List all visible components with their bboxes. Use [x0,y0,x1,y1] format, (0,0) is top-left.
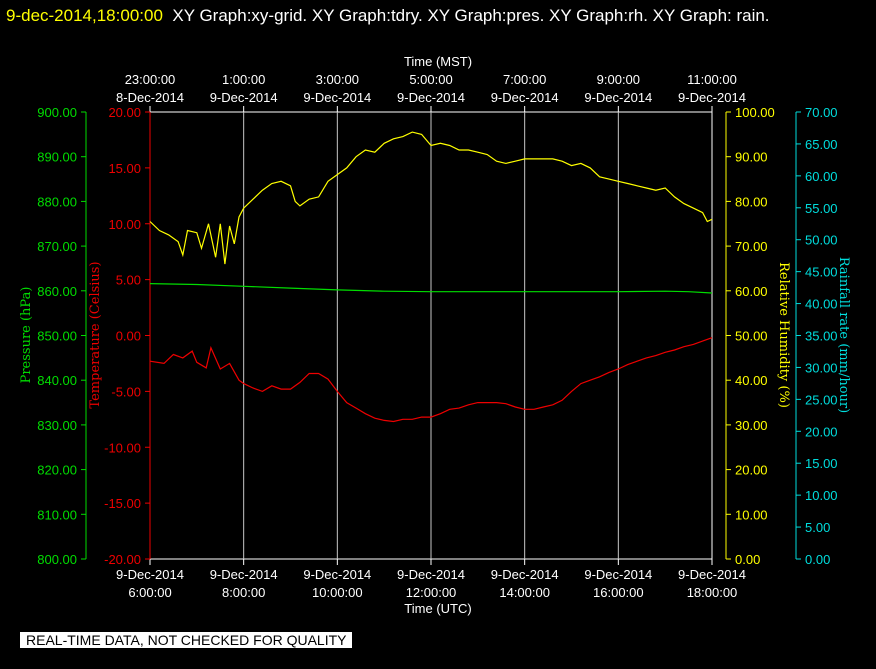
bottom-tick-date: 9-Dec-2014 [397,567,465,582]
rain-tick-label: 45.00 [805,265,838,280]
humidity-tick-label: 70.00 [735,239,768,254]
top-tick-date: 9-Dec-2014 [678,90,746,105]
humidity-tick-label: 40.00 [735,373,768,388]
pressure-tick-label: 800.00 [37,552,77,567]
bottom-axis-label: Time (UTC) [404,601,471,616]
bottom-tick-date: 9-Dec-2014 [210,567,278,582]
pressure-tick-label: 900.00 [37,105,77,120]
pressure-tick-label: 860.00 [37,284,77,299]
humidity-tick-label: 90.00 [735,150,768,165]
rain-tick-label: 35.00 [805,329,838,344]
top-tick-time: 9:00:00 [597,72,640,87]
disclaimer-banner: REAL-TIME DATA, NOT CHECKED FOR QUALITY [20,632,353,648]
temperature-axis-label: Temperature (Celsius) [88,261,103,408]
pressure-tick-label: 870.00 [37,239,77,254]
rain-tick-label: 65.00 [805,137,838,152]
rain-tick-label: 0.00 [805,552,830,567]
bottom-tick-date: 9-Dec-2014 [491,567,559,582]
x-grid [243,112,619,559]
bottom-tick-time: 14:00:00 [499,585,550,600]
bottom-tick-date: 9-Dec-2014 [678,567,746,582]
humidity-tick-label: 10.00 [735,507,768,522]
timestamp: 9-dec-2014,18:00:00 [6,6,163,25]
humidity-tick-label: 30.00 [735,418,768,433]
bottom-tick-time: 10:00:00 [312,585,363,600]
humidity-axis-label: Relative Humidity (%) [776,262,791,408]
humidity-tick-label: 100.00 [735,105,775,120]
humidity-tick-label: 50.00 [735,329,768,344]
pressure-tick-label: 810.00 [37,507,77,522]
top-tick-date: 9-Dec-2014 [303,90,371,105]
bottom-tick-time: 8:00:00 [222,585,265,600]
top-tick-date: 9-Dec-2014 [397,90,465,105]
top-tick-time: 7:00:00 [503,72,546,87]
tdry-series-line [149,337,713,423]
temperature-tick-label: -15.00 [104,496,141,511]
rain-tick-label: 55.00 [805,201,838,216]
top-tick-time: 23:00:00 [125,72,176,87]
page-title: 9-dec-2014,18:00:00 XY Graph:xy-grid. XY… [6,2,866,30]
pres-series-line [149,283,713,294]
temperature-tick-label: -20.00 [104,552,141,567]
pressure-tick-label: 890.00 [37,150,77,165]
pressure-tick-label: 820.00 [37,463,77,478]
temperature-tick-label: 20.00 [108,105,141,120]
top-tick-time: 1:00:00 [222,72,265,87]
rain-tick-label: 15.00 [805,456,838,471]
bottom-tick-time: 12:00:00 [406,585,457,600]
pressure-tick-label: 880.00 [37,194,77,209]
pressure-axis-label: Pressure (hPa) [19,287,34,384]
top-tick-date: 9-Dec-2014 [584,90,652,105]
top-tick-time: 5:00:00 [409,72,452,87]
rain-tick-label: 20.00 [805,424,838,439]
top-tick-date: 8-Dec-2014 [116,90,184,105]
humidity-tick-label: 80.00 [735,194,768,209]
bottom-tick-date: 9-Dec-2014 [116,567,184,582]
humidity-tick-label: 0.00 [735,552,760,567]
temperature-tick-label: -5.00 [111,384,141,399]
rain-tick-label: 50.00 [805,233,838,248]
temperature-tick-label: -10.00 [104,440,141,455]
humidity-tick-label: 20.00 [735,463,768,478]
rain-tick-label: 30.00 [805,360,838,375]
pressure-tick-label: 830.00 [37,418,77,433]
rain-tick-label: 25.00 [805,392,838,407]
rain-axis-label: Rainfall rate (mm/hour) [836,257,851,413]
rain-tick-label: 10.00 [805,488,838,503]
top-tick-date: 9-Dec-2014 [491,90,559,105]
bottom-tick-date: 9-Dec-2014 [303,567,371,582]
bottom-tick-date: 9-Dec-2014 [584,567,652,582]
top-tick-time: 3:00:00 [316,72,359,87]
temperature-tick-label: 10.00 [108,217,141,232]
top-tick-date: 9-Dec-2014 [210,90,278,105]
rain-tick-label: 60.00 [805,169,838,184]
bottom-tick-time: 16:00:00 [593,585,644,600]
graph-list: XY Graph:xy-grid. XY Graph:tdry. XY Grap… [172,6,770,25]
pressure-tick-label: 850.00 [37,329,77,344]
bottom-tick-time: 6:00:00 [128,585,171,600]
temperature-tick-label: 0.00 [116,329,141,344]
rain-tick-label: 5.00 [805,520,830,535]
rh-series-line [149,131,713,265]
top-axis-label: Time (MST) [404,54,472,69]
temperature-tick-label: 15.00 [108,161,141,176]
top-tick-time: 11:00:00 [687,72,737,87]
bottom-tick-time: 18:00:00 [687,585,738,600]
temperature-tick-label: 5.00 [116,273,141,288]
rain-tick-label: 40.00 [805,297,838,312]
pressure-tick-label: 840.00 [37,373,77,388]
rain-tick-label: 70.00 [805,105,838,120]
humidity-tick-label: 60.00 [735,284,768,299]
